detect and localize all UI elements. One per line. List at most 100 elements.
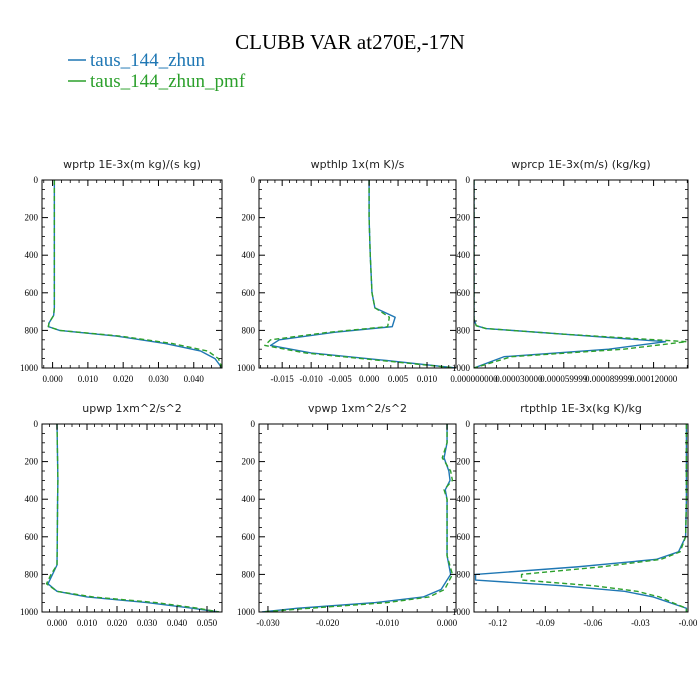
series-group — [261, 424, 454, 612]
panel-2: wpthlp 1x(m K)/s02004006008001000-0.015-… — [237, 158, 457, 384]
series-line-zhun-pmf — [264, 180, 456, 368]
x-tick-label: 0.050 — [197, 618, 218, 628]
x-tick-label: 0.020 — [113, 374, 134, 384]
x-tick-label: 0.030 — [148, 374, 169, 384]
y-tick-label: 0 — [34, 419, 39, 429]
y-tick-label: 0 — [466, 419, 471, 429]
y-tick-label: 400 — [457, 250, 471, 260]
y-tick-label: 200 — [25, 457, 39, 467]
x-tick-label: 0.010 — [417, 374, 438, 384]
y-tick-label: 1000 — [20, 363, 39, 373]
x-tick-label: -0.03 — [631, 618, 650, 628]
x-tick-label: 0.000 — [47, 618, 68, 628]
series-line-zhun-pmf — [45, 424, 220, 612]
x-tick-label: 0.010 — [77, 618, 98, 628]
y-tick-label: 800 — [25, 569, 39, 579]
series-line-zhun-pmf — [520, 424, 688, 612]
axis-frame — [473, 179, 689, 369]
panel-6: rtpthlp 1E-3x(kg K)/kg 0 200 400 600 800 1000 -… — [452, 402, 698, 628]
series-group — [45, 424, 220, 612]
x-tick-label: -0.030 — [256, 618, 280, 628]
legend-item: taus_144_zhun_pmf — [68, 71, 246, 92]
panel-3: wprcp 1E-3x(m/s) (kg/kg) 0 200 400 600 800 100… — [450, 158, 689, 384]
x-tick-label: -0.005 — [328, 374, 352, 384]
y-tick-label: 600 — [25, 288, 39, 298]
y-tick-label: 600 — [242, 288, 256, 298]
panels-grid: wprtp 1E-3x(m kg)/(s kg) 0 200 400 600 800 100… — [20, 158, 698, 628]
figure-title: CLUBB VAR at270E,-17N — [235, 30, 465, 54]
y-tick-label: 800 — [457, 325, 471, 335]
series-group — [47, 180, 222, 368]
axis-frame — [473, 423, 689, 613]
panel-title: upwp 1xm^2/s^2 — [82, 402, 182, 415]
axis-frame — [258, 179, 457, 369]
y-tick-label: 1000 — [237, 363, 256, 373]
panel-title: wprcp 1E-3x(m/s) (kg/kg) — [511, 158, 650, 171]
panel-1: wprtp 1E-3x(m kg)/(s kg) 0 200 400 600 800 100… — [20, 158, 223, 384]
y-tick-label: 400 — [242, 250, 256, 260]
legend-label: taus_144_zhun — [90, 50, 206, 71]
x-tick-label: 0.000 — [437, 618, 458, 628]
y-tick-label: 800 — [457, 569, 471, 579]
panel-5: vpwp 1xm^2/s^2 0 200 400 600 800 1000-0.030 -0.… — [237, 402, 458, 628]
x-tick-label: -0.09 — [536, 618, 555, 628]
axis-frame — [258, 423, 457, 613]
series-line-zhun — [261, 424, 452, 612]
y-tick-label: 800 — [242, 325, 256, 335]
y-tick-label: 1000 — [452, 363, 471, 373]
legend-item: taus_144_zhun — [68, 50, 206, 71]
y-tick-label: 400 — [242, 494, 256, 504]
series-group — [474, 180, 688, 368]
x-tick-label: 0.000000000 — [450, 374, 498, 384]
panel-title: vpwp 1xm^2/s^2 — [308, 402, 407, 415]
x-tick-label: 0.030 — [137, 618, 158, 628]
y-tick-label: 400 — [25, 250, 39, 260]
y-tick-label: 800 — [242, 569, 256, 579]
series-line-zhun-pmf — [47, 180, 222, 368]
y-tick-label: 0 — [251, 419, 256, 429]
series-line-zhun — [47, 180, 222, 368]
x-tick-label: 0.000120000 — [630, 374, 678, 384]
legend-label: taus_144_zhun_pmf — [90, 71, 246, 92]
x-tick-label: 0.000030000 — [495, 374, 543, 384]
y-tick-label: 600 — [457, 288, 471, 298]
y-tick-label: 1000 — [452, 607, 471, 617]
panel-title: rtpthlp 1E-3x(kg K)/kg — [520, 402, 642, 415]
x-tick-label: -0.00 — [679, 618, 698, 628]
x-tick-label: 0.020 — [107, 618, 128, 628]
panel-title: wprtp 1E-3x(m kg)/(s kg) — [63, 158, 201, 171]
x-tick-label: 0.005 — [388, 374, 409, 384]
y-tick-label: 200 — [457, 213, 471, 223]
y-tick-label: 600 — [242, 532, 256, 542]
x-tick-label: 0.000 — [42, 374, 63, 384]
x-tick-label: -0.010 — [376, 618, 400, 628]
y-tick-label: 0 — [466, 175, 471, 185]
y-tick-label: 400 — [25, 494, 39, 504]
series-line-zhun-pmf — [474, 180, 688, 368]
x-tick-label: 0.040 — [167, 618, 188, 628]
y-tick-label: 200 — [25, 213, 39, 223]
axis-frame — [41, 423, 223, 613]
y-tick-label: 200 — [242, 457, 256, 467]
x-tick-label: 0.010 — [78, 374, 99, 384]
y-tick-label: 1000 — [20, 607, 39, 617]
y-tick-label: 400 — [457, 494, 471, 504]
y-tick-label: 600 — [457, 532, 471, 542]
series-line-zhun — [474, 424, 688, 612]
series-line-zhun — [474, 180, 667, 368]
x-tick-label: 0.000089999 — [585, 374, 633, 384]
series-group — [264, 180, 456, 368]
y-tick-label: 200 — [242, 213, 256, 223]
y-tick-label: 1000 — [237, 607, 256, 617]
panel-4: upwp 1xm^2/s^2 0 200 400 600 800 1000 0.000 0.01… — [20, 402, 223, 628]
series-line-zhun — [47, 424, 220, 612]
y-tick-label: 200 — [457, 457, 471, 467]
x-tick-label: -0.015 — [271, 374, 295, 384]
y-tick-label: 0 — [34, 175, 39, 185]
x-tick-label: -0.06 — [584, 618, 603, 628]
y-tick-label: 600 — [25, 532, 39, 542]
x-tick-label: 0.000059999 — [540, 374, 588, 384]
series-line-zhun-pmf — [261, 424, 454, 612]
series-line-zhun — [269, 180, 456, 368]
